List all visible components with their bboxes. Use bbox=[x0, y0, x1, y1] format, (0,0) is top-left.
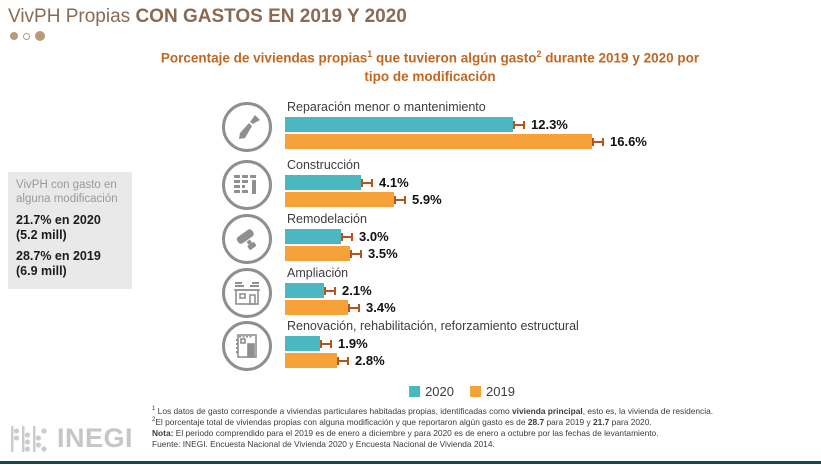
legend-label: 2020 bbox=[425, 384, 454, 399]
legend-swatch-icon bbox=[409, 386, 421, 397]
value-label: 2.8% bbox=[355, 353, 385, 368]
value-label: 1.9% bbox=[338, 336, 368, 351]
bar-line-2020: 3.0% bbox=[285, 229, 389, 244]
info-box-value: 21.7% en 2020 (5.2 mill) bbox=[16, 212, 101, 243]
bar-2020 bbox=[285, 175, 361, 190]
bar-2020 bbox=[285, 117, 513, 132]
dot-outline-icon bbox=[23, 32, 30, 40]
bar-2019 bbox=[285, 192, 394, 207]
legend-label: 2019 bbox=[486, 384, 515, 399]
chart-legend: 2020 2019 bbox=[409, 384, 515, 399]
info-box-value: 28.7% en 2019 (6.9 mill) bbox=[16, 248, 101, 279]
category-label: Renovación, rehabilitación, reforzamient… bbox=[287, 319, 579, 333]
category-label: Reparación menor o mantenimiento bbox=[287, 100, 486, 114]
dot-icon bbox=[10, 32, 18, 40]
abacus-icon bbox=[11, 425, 47, 452]
error-bar-icon bbox=[324, 286, 336, 295]
footnote-line: 2El porcentaje total de viviendas propia… bbox=[152, 416, 652, 427]
bar-2020 bbox=[285, 229, 341, 244]
footnote-line: Nota: El periodo comprendido para el 201… bbox=[152, 427, 659, 438]
error-bar-icon bbox=[341, 232, 353, 241]
trowel-icon bbox=[222, 102, 272, 152]
value-label: 4.1% bbox=[379, 175, 409, 190]
summary-info-box: VivPH con gasto en alguna modificación 2… bbox=[8, 172, 132, 290]
value-label: 3.5% bbox=[368, 246, 398, 261]
error-bar-icon bbox=[348, 303, 360, 312]
value-label: 3.4% bbox=[366, 300, 396, 315]
inegi-logo: INEGI bbox=[10, 423, 133, 454]
bar-2019 bbox=[285, 353, 337, 368]
category-label: Construcción bbox=[287, 158, 360, 172]
bar-line-2020: 12.3% bbox=[285, 117, 568, 132]
bar-line-2019: 16.6% bbox=[285, 134, 647, 149]
bottom-rule bbox=[0, 461, 821, 464]
bar-2020 bbox=[285, 283, 324, 298]
error-bar-icon bbox=[394, 195, 406, 204]
legend-swatch-icon bbox=[470, 386, 481, 397]
page-title-bold: CON GASTOS EN 2019 Y 2020 bbox=[135, 6, 407, 27]
error-bar-icon bbox=[337, 356, 349, 365]
bar-2019 bbox=[285, 246, 350, 261]
category-label: Remodelación bbox=[287, 212, 367, 226]
value-label: 2.1% bbox=[342, 283, 372, 298]
inegi-logo-text: INEGI bbox=[57, 423, 134, 453]
footnote-line: Fuente: INEGI. Encuesta Nacional de Vivi… bbox=[152, 438, 495, 449]
bar-line-2019: 5.9% bbox=[285, 192, 442, 207]
value-label: 12.3% bbox=[531, 117, 568, 132]
bar-line-2020: 2.1% bbox=[285, 283, 372, 298]
house-extension-icon bbox=[222, 268, 272, 318]
brick-wall-icon bbox=[222, 160, 272, 210]
bar-line-2019: 3.5% bbox=[285, 246, 398, 261]
footnote-line: 1 Los datos de gasto corresponde a vivie… bbox=[152, 406, 714, 416]
bar-line-2019: 2.8% bbox=[285, 353, 385, 368]
page-title-regular: VivPH Propias bbox=[8, 6, 136, 27]
building-facade-icon bbox=[222, 321, 272, 371]
value-label: 5.9% bbox=[412, 192, 442, 207]
bar-2019 bbox=[285, 134, 592, 149]
error-bar-icon bbox=[513, 120, 525, 129]
bar-2019 bbox=[285, 300, 348, 315]
legend-item-2019: 2019 bbox=[470, 384, 515, 399]
value-label: 3.0% bbox=[359, 229, 389, 244]
bar-line-2019: 3.4% bbox=[285, 300, 396, 315]
dot-icon bbox=[35, 31, 45, 41]
footnotes: 1 Los datos de gasto corresponde a vivie… bbox=[152, 406, 817, 450]
error-bar-icon bbox=[361, 178, 373, 187]
legend-item-2020: 2020 bbox=[409, 384, 454, 399]
value-label: 16.6% bbox=[610, 134, 647, 149]
page-title: VivPH Propias CON GASTOS EN 2019 Y 2020 bbox=[8, 6, 407, 28]
title-dots bbox=[10, 31, 45, 41]
info-box-label: VivPH con gasto en alguna modificación bbox=[16, 179, 118, 205]
info-box-entries: 21.7% en 2020 (5.2 mill) 28.7% en 2019 (6.9… bbox=[16, 213, 124, 281]
error-bar-icon bbox=[350, 249, 362, 258]
bar-line-2020: 4.1% bbox=[285, 175, 409, 190]
chart-subtitle: Porcentaje de viviendas propias1 que tuv… bbox=[160, 49, 700, 84]
error-bar-icon bbox=[320, 339, 332, 348]
paint-roller-icon bbox=[222, 214, 272, 264]
error-bar-icon bbox=[592, 137, 604, 146]
category-label: Ampliación bbox=[287, 266, 349, 280]
bar-2020 bbox=[285, 336, 320, 351]
bar-line-2020: 1.9% bbox=[285, 336, 368, 351]
